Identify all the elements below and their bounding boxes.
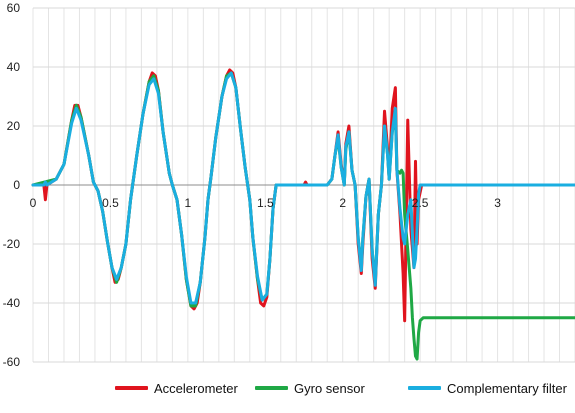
x-tick-label: 1 <box>185 196 192 210</box>
legend-label-complementary-filter: Complementary filter <box>447 380 567 396</box>
legend-swatch-gyro-sensor <box>255 386 288 390</box>
legend: Accelerometer Gyro sensor Complementary … <box>0 376 575 400</box>
x-tick-label: 3 <box>494 196 501 210</box>
y-tick-label: 0 <box>13 178 20 192</box>
x-tick-label: 0.5 <box>102 196 119 210</box>
series-lines <box>31 68 575 361</box>
series-line-gyro-sensor <box>31 71 575 361</box>
legend-label-accelerometer: Accelerometer <box>154 380 238 396</box>
legend-swatch-accelerometer <box>115 386 148 390</box>
y-tick-label: 60 <box>7 1 21 15</box>
legend-swatch-complementary-filter <box>408 386 441 390</box>
legend-item-complementary-filter: Complementary filter <box>408 376 567 400</box>
legend-item-gyro-sensor: Gyro sensor <box>255 376 365 400</box>
x-tick-label: 2 <box>339 196 346 210</box>
legend-label-gyro-sensor: Gyro sensor <box>294 380 365 396</box>
y-tick-label: 20 <box>7 119 21 133</box>
x-tick-label: 0 <box>30 196 37 210</box>
series-line-complementary-filter <box>31 71 575 305</box>
y-tick-label: -20 <box>3 237 21 251</box>
y-tick-label: -40 <box>3 296 21 310</box>
x-tick-label: 2.5 <box>412 196 429 210</box>
y-tick-label: 40 <box>7 60 21 74</box>
legend-item-accelerometer: Accelerometer <box>115 376 238 400</box>
tick-labels: -60 -40 -20 0 20 40 60 0 0.5 1 1.5 2 2.5 3 <box>3 1 502 369</box>
y-tick-label: -60 <box>3 355 21 369</box>
x-tick-label: 1.5 <box>257 196 274 210</box>
